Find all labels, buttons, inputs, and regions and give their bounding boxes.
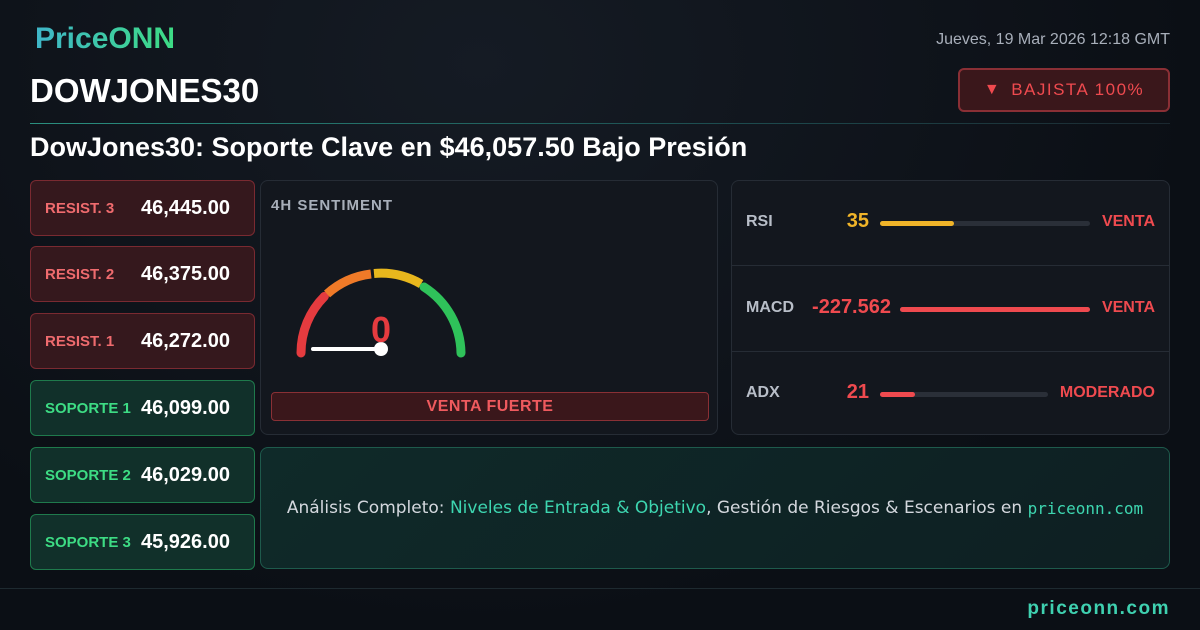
indicator-signal: VENTA <box>1101 213 1155 230</box>
gauge-red <box>296 291 329 358</box>
indicator-row: MACD -227.562 VENTA <box>732 267 1169 352</box>
level-support: SOPORTE 3 45,926.00 <box>30 514 255 570</box>
cta-lead: Análisis Completo: <box>286 498 445 518</box>
level-resistance: RESIST. 3 46,445.00 <box>30 180 255 236</box>
indicator-track <box>880 221 1090 226</box>
needle-hub <box>374 342 388 356</box>
sentiment-label: VENTA FUERTE <box>271 392 709 421</box>
down-icon: ▼ <box>983 81 1002 98</box>
indicator-track <box>880 392 1048 397</box>
footer-site[interactable]: priceonn.com <box>1027 598 1170 619</box>
indicator-name: MACD <box>746 299 794 316</box>
level-value: 46,375.00 <box>141 262 230 285</box>
headline: DowJones30: Soporte Clave en $46,057.50 … <box>30 132 748 162</box>
cta-link[interactable]: priceonn.com <box>1027 498 1144 518</box>
footer-divider <box>0 588 1200 589</box>
level-label: RESIST. 2 <box>45 265 115 283</box>
gauge <box>296 268 466 358</box>
indicator-signal: VENTA <box>1101 299 1155 316</box>
indicator-fill <box>900 307 1090 312</box>
level-label: SOPORTE 2 <box>45 466 131 484</box>
level-resistance: RESIST. 1 46,272.00 <box>30 313 255 369</box>
gauge-yellow <box>373 268 424 288</box>
level-label: RESIST. 3 <box>45 199 115 217</box>
symbol: DOWJONES30 <box>30 72 260 109</box>
level-value: 46,445.00 <box>141 196 230 219</box>
level-label: SOPORTE 1 <box>45 399 131 417</box>
indicator-value: 35 <box>846 210 869 232</box>
level-support: SOPORTE 1 46,099.00 <box>30 380 255 436</box>
indicator-value: -227.562 <box>812 296 891 318</box>
sentiment-title: 4H SENTIMENT <box>271 197 394 214</box>
level-support: SOPORTE 2 46,029.00 <box>30 447 255 503</box>
indicator-track <box>900 307 1090 312</box>
gauge-orange <box>323 269 372 298</box>
level-value: 46,099.00 <box>141 396 230 419</box>
indicator-fill <box>880 392 915 397</box>
indicator-value: 21 <box>846 381 869 403</box>
indicator-signal: MODERADO <box>1059 384 1155 401</box>
row-divider <box>732 351 1169 352</box>
level-value: 46,029.00 <box>141 463 230 486</box>
level-label: SOPORTE 3 <box>45 533 131 551</box>
divider <box>30 123 1170 124</box>
indicator-row: RSI 35 VENTA <box>732 181 1169 266</box>
level-value: 45,926.00 <box>141 530 230 553</box>
indicator-row: ADX 21 MODERADO <box>732 352 1169 437</box>
sentiment-panel: 4H SENTIMENT 0 VENTA FUERTE <box>260 180 718 435</box>
gauge-green <box>419 282 466 358</box>
indicator-name: RSI <box>746 213 773 230</box>
trend-badge: ▼ BAJISTA 100% <box>958 68 1170 112</box>
indicator-fill <box>880 221 954 226</box>
cta-highlight: Niveles de Entrada & Objetivo <box>449 498 707 518</box>
indicator-name: ADX <box>746 384 780 401</box>
logo: PriceONN <box>35 22 176 55</box>
cta-rest: , Gestión de Riesgos & Escenarios en <box>706 498 1023 518</box>
cta-panel: Análisis Completo: Niveles de Entrada & … <box>260 447 1170 569</box>
level-label: RESIST. 1 <box>45 332 115 350</box>
level-resistance: RESIST. 2 46,375.00 <box>30 246 255 302</box>
level-value: 46,272.00 <box>141 329 230 352</box>
badge-text: BAJISTA 100% <box>1011 80 1145 99</box>
date: Jueves, 19 Mar 2026 12:18 GMT <box>936 31 1170 48</box>
sentiment-value: 0 <box>370 309 392 350</box>
row-divider <box>732 265 1169 266</box>
indicators-panel: RSI 35 VENTA MACD -227.562 VENTA ADX 21 … <box>731 180 1170 435</box>
